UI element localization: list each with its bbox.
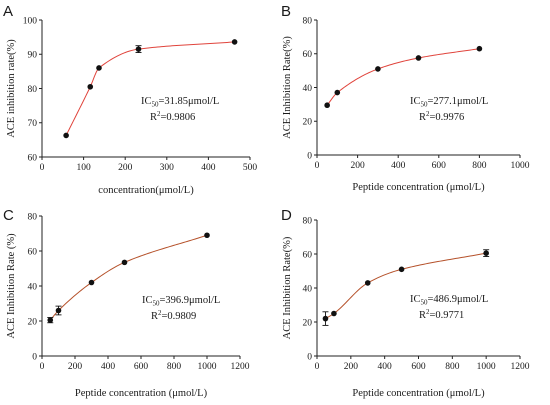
data-point bbox=[88, 279, 95, 286]
x-tick-label: 1000 bbox=[511, 161, 530, 171]
data-point bbox=[364, 280, 371, 286]
x-tick-label: 300 bbox=[160, 163, 175, 173]
chart-panel-b: B 0 200 400 600 800 1000 0 20 40 60 80 Peptide conce… bbox=[281, 3, 530, 193]
y-tick-label: 40 bbox=[28, 282, 38, 292]
r2-annotation: R2=0.9806 bbox=[150, 110, 195, 123]
x-tick-label: 600 bbox=[432, 161, 447, 171]
x-tick-label: 1000 bbox=[198, 362, 217, 372]
ic50-annotation: IC50=396.9μmol/L bbox=[142, 295, 220, 308]
panel-letter: D bbox=[281, 207, 292, 224]
x-tick-label: 0 bbox=[40, 163, 45, 173]
data-point bbox=[55, 307, 62, 314]
chart-panel-a: A 0 100 200 300 400 500 60 70 80 90 100 concentratio… bbox=[3, 3, 257, 196]
y-tick-label: 60 bbox=[303, 250, 313, 260]
fit-curve bbox=[325, 252, 487, 320]
r2-annotation: R2=0.9771 bbox=[419, 308, 464, 321]
data-point bbox=[322, 315, 329, 322]
data-point bbox=[87, 83, 94, 90]
y-tick-label: 0 bbox=[32, 352, 37, 362]
x-tick-label: 600 bbox=[411, 362, 426, 372]
y-tick-label: 80 bbox=[303, 16, 313, 26]
data-point bbox=[96, 65, 102, 71]
x-tick-label: 0 bbox=[40, 362, 45, 372]
x-axis-title: Peptide concentration (μmol/L) bbox=[352, 182, 485, 193]
y-tick-label: 40 bbox=[303, 84, 313, 94]
ic50-annotation: IC50=486.9μmol/L bbox=[410, 294, 488, 307]
panel-letter: C bbox=[3, 207, 14, 224]
y-tick-label: 80 bbox=[28, 85, 38, 95]
data-point bbox=[47, 317, 54, 323]
x-tick-label: 200 bbox=[68, 362, 83, 372]
y-tick-label: 60 bbox=[28, 153, 38, 163]
data-point bbox=[483, 250, 489, 256]
x-tick-label: 400 bbox=[391, 161, 406, 171]
fit-curve bbox=[49, 234, 208, 321]
y-tick-label: 0 bbox=[307, 151, 312, 161]
y-axis-title: ACE Inhibition Rate(%) bbox=[282, 236, 293, 339]
y-tick-label: 60 bbox=[303, 50, 313, 60]
fit-curve bbox=[326, 48, 480, 106]
y-tick-label: 70 bbox=[28, 119, 38, 129]
data-point bbox=[398, 266, 405, 273]
x-axis-title: Peptide concentration (μmol/L) bbox=[75, 388, 208, 399]
x-tick-label: 600 bbox=[134, 362, 149, 372]
y-axis-title: ACE inhibition rate(%) bbox=[6, 39, 17, 138]
data-point bbox=[135, 46, 142, 52]
panel-letter: B bbox=[281, 3, 291, 20]
x-tick-label: 1200 bbox=[231, 362, 250, 372]
data-point bbox=[476, 45, 483, 52]
y-axis-title: ACE Inhibition Rate(%) bbox=[282, 36, 293, 139]
x-tick-label: 800 bbox=[472, 161, 487, 171]
x-tick-label: 800 bbox=[167, 362, 182, 372]
y-tick-label: 80 bbox=[28, 212, 38, 222]
x-tick-label: 400 bbox=[378, 362, 393, 372]
y-tick-label: 60 bbox=[28, 247, 38, 257]
data-point bbox=[334, 89, 341, 96]
x-tick-label: 800 bbox=[445, 362, 460, 372]
fit-curve bbox=[64, 41, 234, 136]
y-tick-label: 80 bbox=[303, 216, 313, 226]
y-tick-label: 20 bbox=[303, 118, 313, 128]
data-point bbox=[415, 55, 422, 61]
y-tick-label: 100 bbox=[23, 16, 38, 26]
x-tick-label: 0 bbox=[315, 161, 320, 171]
x-tick-label: 1000 bbox=[477, 362, 496, 372]
y-tick-label: 0 bbox=[307, 352, 312, 362]
x-tick-label: 200 bbox=[118, 163, 133, 173]
x-tick-label: 200 bbox=[350, 161, 365, 171]
panel-letter: A bbox=[3, 3, 13, 20]
data-point bbox=[331, 310, 337, 317]
x-axis-title: Peptide concentration (μmol/L) bbox=[352, 388, 485, 399]
x-axis-title: concentration(μmol/L) bbox=[98, 185, 194, 196]
x-tick-label: 400 bbox=[101, 362, 116, 372]
y-axis-title: ACE Inhibition Rate (%) bbox=[6, 233, 17, 339]
y-tick-label: 90 bbox=[28, 51, 38, 61]
x-tick-label: 500 bbox=[243, 163, 258, 173]
x-tick-label: 100 bbox=[76, 163, 91, 173]
x-tick-label: 400 bbox=[201, 163, 216, 173]
y-tick-label: 20 bbox=[303, 318, 313, 328]
chart-panel-c: C 0 200 400 600 800 1000 1200 0 20 40 60 80 Peptide c… bbox=[3, 207, 250, 399]
r2-annotation: R2=0.9809 bbox=[151, 309, 196, 322]
data-point bbox=[63, 132, 69, 139]
ic50-annotation: IC50=277.1μmol/L bbox=[410, 96, 488, 109]
y-tick-label: 40 bbox=[303, 284, 313, 294]
ic50-annotation: IC50=31.85μmol/L bbox=[141, 96, 219, 109]
r2-annotation: R2=0.9976 bbox=[419, 110, 464, 123]
x-tick-label: 200 bbox=[344, 362, 359, 372]
data-point bbox=[324, 102, 330, 109]
data-point bbox=[375, 66, 381, 72]
chart-panel-d: D 0 200 400 600 800 1000 1200 0 20 40 60 80 Peptide c… bbox=[281, 207, 530, 399]
x-tick-label: 1200 bbox=[511, 362, 530, 372]
data-point bbox=[121, 259, 128, 266]
data-point bbox=[204, 232, 210, 239]
data-point bbox=[231, 39, 238, 45]
x-tick-label: 0 bbox=[315, 362, 320, 372]
y-tick-label: 20 bbox=[28, 317, 38, 327]
